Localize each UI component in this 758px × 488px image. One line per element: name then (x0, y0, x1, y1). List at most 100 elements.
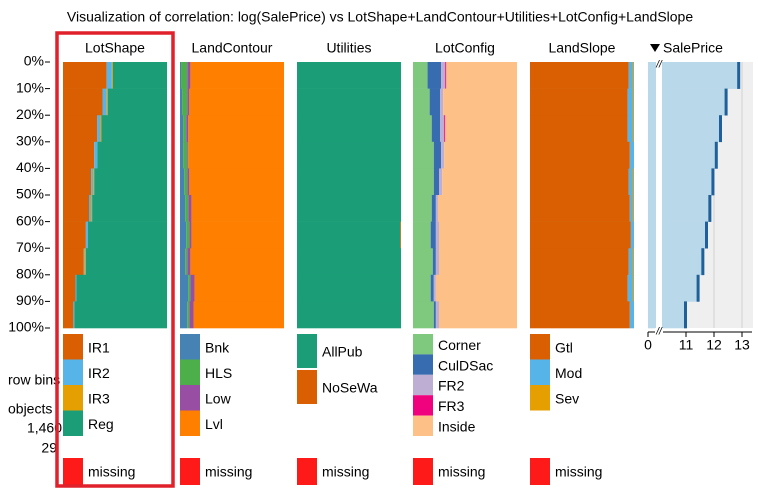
bin-segment (63, 115, 98, 143)
bin-segment (112, 62, 167, 89)
bin-segment (435, 221, 439, 249)
bin-segment (430, 221, 436, 249)
bin-segment (632, 195, 634, 222)
legend-swatch (63, 410, 83, 436)
y-tick-label: 10% (16, 79, 44, 95)
bin-segment (413, 115, 432, 143)
y-tick-label: 50% (16, 186, 44, 202)
bin-segment (184, 168, 188, 196)
bin-segment (530, 248, 629, 276)
x-tick-label: 0 (644, 337, 652, 353)
bin-segment (632, 115, 634, 143)
y-tick-label: 70% (16, 239, 44, 255)
legend-label: HLS (205, 365, 232, 381)
legend-label: missing (555, 464, 602, 480)
bin-segment (297, 168, 401, 196)
bin-segment (186, 221, 190, 249)
bin-segment (75, 274, 77, 302)
legend-label: FR3 (438, 398, 465, 414)
column-header: LotShape (85, 40, 145, 56)
legend-swatch (413, 395, 433, 416)
legend-swatch (180, 410, 200, 436)
legend-swatch-missing (530, 458, 550, 485)
bin-segment (297, 88, 401, 116)
column-header: LotConfig (435, 40, 495, 56)
bin-segment (297, 115, 401, 143)
bin-segment (446, 62, 517, 89)
legend-label: IR1 (88, 339, 110, 355)
bin-segment (530, 195, 630, 222)
y-tick-label: 40% (16, 159, 44, 175)
bin-segment (429, 88, 441, 116)
y-tick-label: 90% (16, 292, 44, 308)
bin-segment (73, 301, 75, 329)
bin-segment (187, 88, 190, 116)
legend-label: IR3 (88, 390, 110, 406)
bin-segment (632, 62, 634, 89)
bin-segment (107, 88, 167, 116)
bin-segment (413, 168, 434, 196)
bar (648, 274, 699, 302)
bar-edge (719, 115, 722, 143)
bin-segment (63, 168, 92, 196)
legend-label: missing (322, 464, 369, 480)
bin-segment (427, 62, 442, 89)
bar-edge (737, 62, 741, 89)
bin-segment (439, 168, 443, 196)
legend-swatch-missing (297, 458, 317, 485)
axis-break-gap (655, 328, 663, 336)
row-bins-label: row bins (8, 372, 60, 388)
bar-edge (705, 221, 708, 249)
bin-segment (413, 301, 434, 329)
legend-label: NoSeWa (322, 380, 378, 396)
bar-edge (701, 248, 705, 276)
bin-segment (187, 301, 190, 329)
bar (648, 62, 740, 89)
bin-segment (180, 88, 183, 116)
legend-label: FR2 (438, 378, 465, 394)
x-tick-label: 13 (734, 337, 750, 353)
column-header: LandSlope (549, 40, 616, 56)
bin-segment (433, 301, 436, 329)
bin-segment (443, 88, 517, 116)
bin-segment (297, 221, 401, 249)
bin-segment (180, 195, 186, 222)
legend-label: missing (205, 464, 252, 480)
bin-segment (433, 168, 439, 196)
y-tick-label: 0% (24, 53, 44, 69)
legend-label: Mod (555, 365, 582, 381)
bin-segment (191, 195, 284, 222)
legend-label: CulDSac (438, 357, 493, 373)
bin-segment (437, 195, 517, 222)
bin-segment (106, 62, 112, 89)
legend-swatch (180, 359, 200, 385)
bin-segment (297, 195, 401, 222)
bin-segment (193, 301, 284, 329)
bin-segment (63, 274, 76, 302)
bin-segment (85, 221, 88, 249)
bin-segment (627, 115, 633, 143)
bin-segment (435, 248, 439, 276)
bin-segment (440, 115, 445, 143)
bin-segment (190, 274, 195, 302)
break-mark: // (655, 60, 663, 71)
bin-segment (181, 62, 188, 89)
sort-indicator (650, 44, 660, 52)
bin-segment (297, 62, 401, 89)
y-tick-label: 20% (16, 106, 44, 122)
bin-segment (182, 88, 188, 116)
legend-swatch (530, 385, 550, 411)
bin-segment (83, 248, 85, 276)
bin-segment (190, 248, 284, 276)
bin-segment (63, 301, 74, 329)
bin-segment (93, 168, 95, 196)
bin-segment (530, 62, 629, 89)
bar-edge (724, 88, 728, 116)
bin-segment (188, 195, 192, 222)
bin-segment (445, 115, 517, 143)
legend-swatch (180, 334, 200, 360)
legend-label: Reg (88, 416, 114, 432)
bin-segment (183, 141, 188, 169)
bin-segment (63, 221, 86, 249)
bin-segment (433, 274, 436, 302)
